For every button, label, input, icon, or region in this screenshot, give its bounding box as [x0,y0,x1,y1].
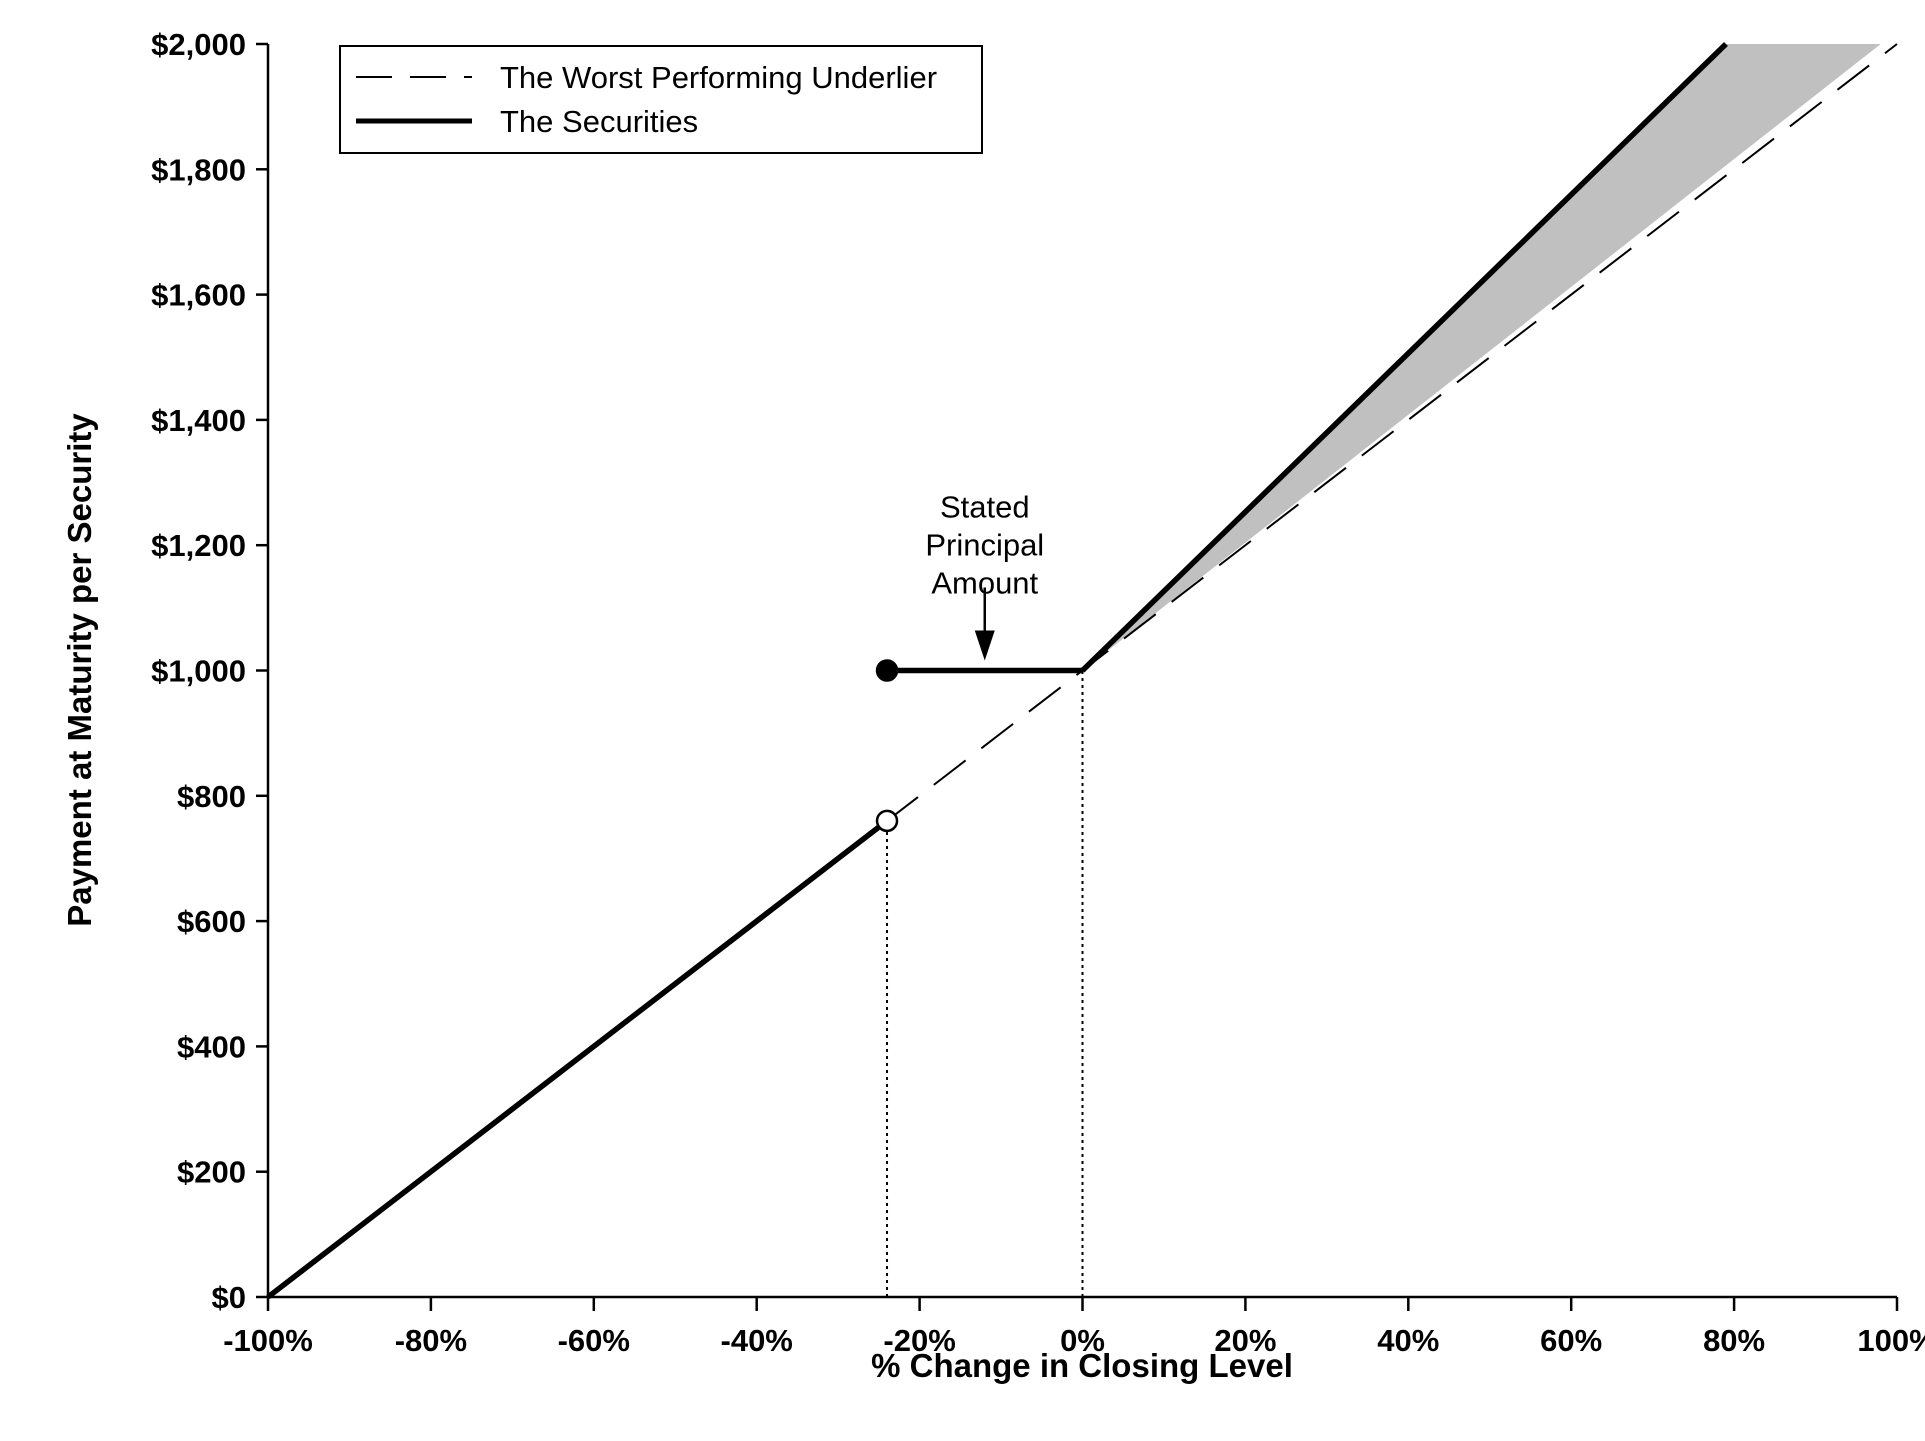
legend: The Worst Performing Underlier The Secur… [339,45,983,154]
marker-open-point [875,809,899,833]
y-axis-title: Payment at Maturity per Security [61,413,98,927]
marker-layer [875,659,899,833]
x-axis-title: % Change in Closing Level [871,1347,1293,1384]
x-tick-label: 80% [1703,1323,1765,1358]
x-tick-label: -60% [558,1323,630,1358]
y-tick-label: $600 [177,904,246,939]
legend-label-worst-performing: The Worst Performing Underlier [500,60,937,95]
annotation-line: Stated [940,490,1030,525]
x-tick-label: 20% [1214,1323,1276,1358]
x-tick-label: -80% [395,1323,467,1358]
y-tick-label: $400 [177,1029,246,1064]
x-tick-label: -40% [721,1323,793,1358]
series-securities-segment [1080,42,1728,673]
annotation-arrow-head [974,630,995,661]
y-tick-label: $200 [177,1155,246,1190]
y-tick-label: $800 [177,779,246,814]
y-tick-label: $1,800 [151,152,246,187]
x-tick-label: 0% [1060,1323,1105,1358]
legend-box [339,45,983,154]
reference-lines [886,670,1084,1297]
annotation-line: Principal [925,528,1044,563]
series-layer [266,42,1898,1300]
y-axis-ticks: $0 $200 $400 $600 $800 $1,000 $1,200 $1,400 $1,6… [151,27,268,1315]
x-tick-label: 60% [1540,1323,1602,1358]
annotation-stated-principal: Stated Principal Amount [925,490,1044,661]
y-tick-label: $1,200 [151,528,246,563]
x-tick-label: 40% [1377,1323,1439,1358]
x-tick-label: -100% [223,1323,313,1358]
y-tick-label: $1,600 [151,278,246,313]
legend-label-securities: The Securities [500,104,698,139]
y-tick-label: $2,000 [151,27,246,62]
y-tick-label: $1,000 [151,654,246,689]
x-tick-label: -20% [883,1323,955,1358]
upside-shaded-region [1082,44,1881,671]
y-tick-label: $1,400 [151,403,246,438]
series-securities-segment [266,818,889,1300]
x-tick-label: 100% [1857,1323,1925,1358]
x-axis-ticks: -100% -80% -60% -40% -20% 0% 20% 40% 60% 80% 100% [223,1297,1925,1358]
y-tick-label: $0 [212,1280,246,1315]
marker-filled-point [875,659,899,682]
